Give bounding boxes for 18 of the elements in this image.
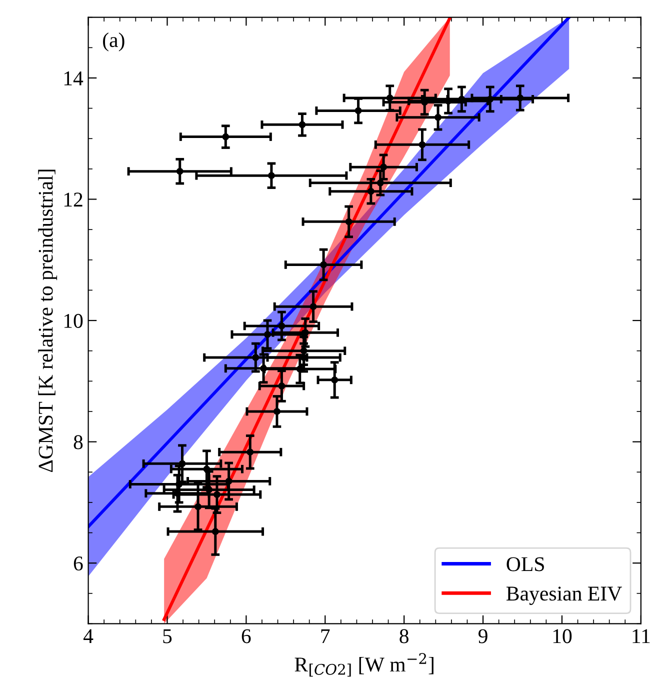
x-tick-label: 9 (478, 629, 488, 644)
y-axis-title: ΔGMST [K relative to preindustrial] (38, 170, 58, 472)
x-tick-label: 11 (632, 629, 650, 644)
x-tick-label: 10 (553, 629, 572, 644)
legend-label: OLS (506, 557, 544, 572)
y-tick-label: 6 (74, 556, 83, 570)
y-tick-label: 12 (64, 192, 82, 206)
y-tick-label: 10 (64, 314, 83, 328)
y-tick-label: 8 (74, 435, 83, 450)
y-tick-label: 14 (64, 71, 84, 86)
x-tick-label: 4 (83, 629, 94, 644)
legend-label: Bayesian EIV (506, 586, 622, 605)
x-axis-title: R$_{[CO2]}$ [W m$^{−2}$] (294, 653, 434, 677)
x-tick-label: 7 (321, 629, 330, 644)
x-tick-label: 8 (400, 629, 408, 644)
annotation: (a) (103, 32, 124, 52)
x-tick-label: 5 (163, 629, 172, 644)
x-tick-label: 6 (242, 629, 251, 644)
